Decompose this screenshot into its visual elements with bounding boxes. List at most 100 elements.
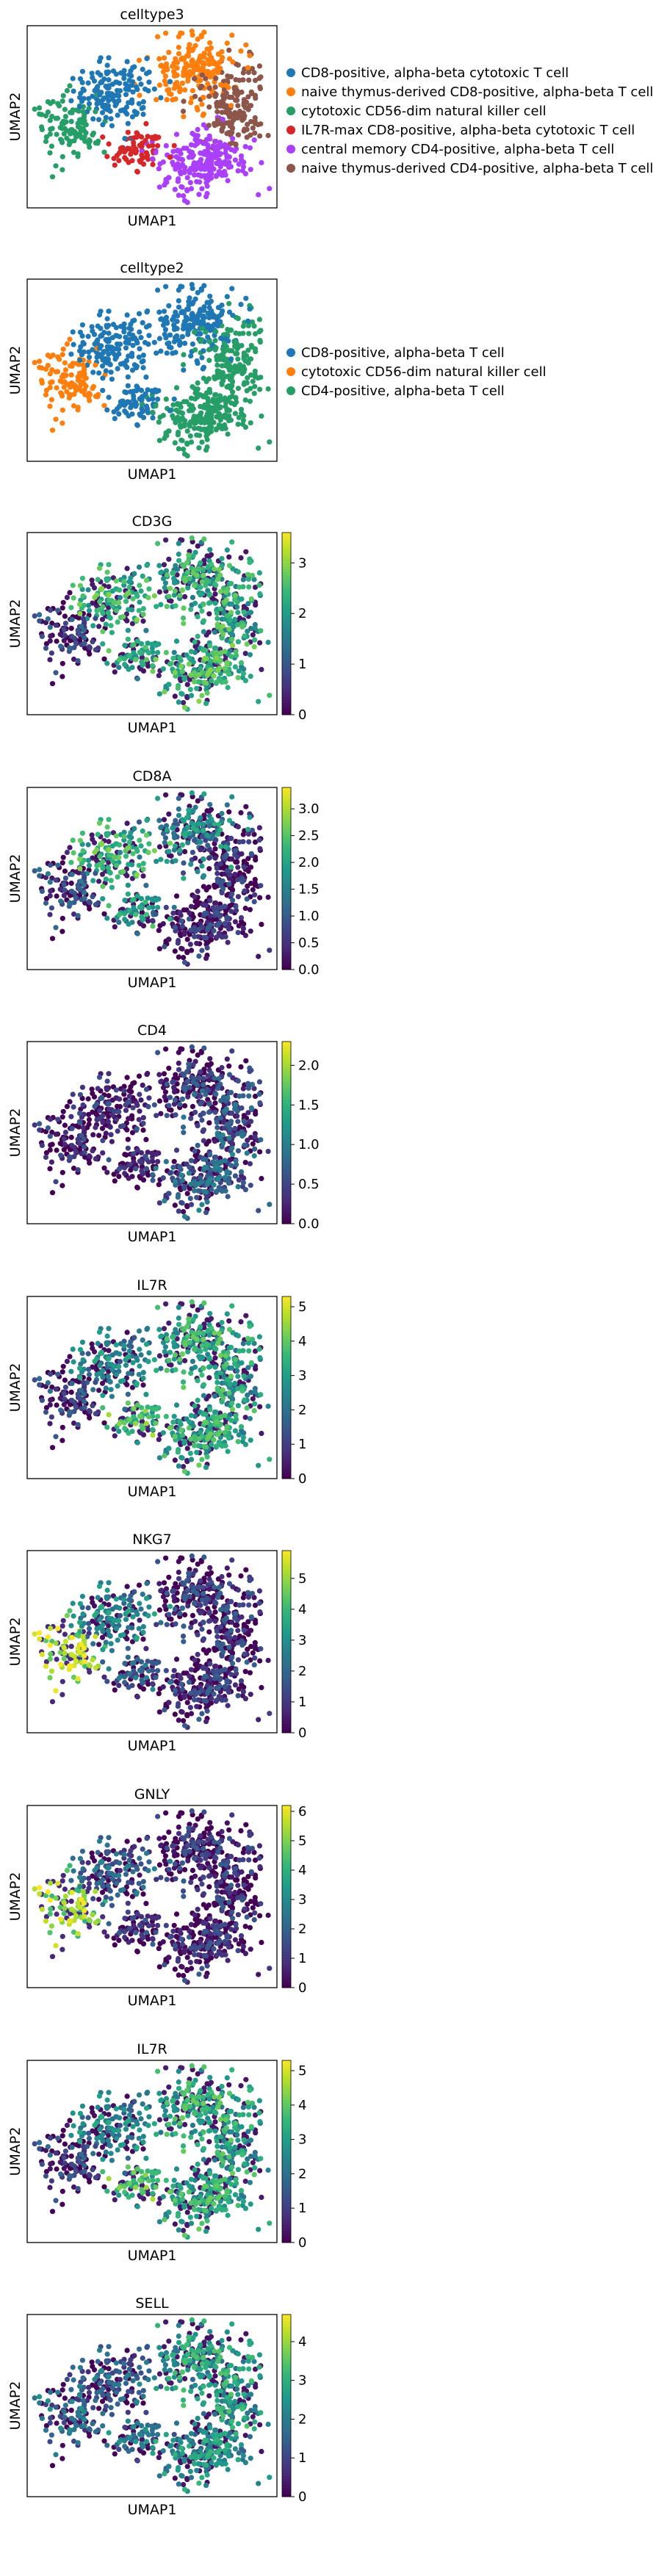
cell-point	[256, 1092, 262, 1097]
cell-point	[150, 917, 156, 923]
cell-point	[179, 410, 184, 416]
colorbar-tick-label: 2.0	[298, 855, 320, 870]
cell-point	[181, 621, 187, 627]
cell-point	[177, 148, 183, 154]
cell-point	[43, 645, 49, 652]
cell-point	[192, 1109, 198, 1115]
cell-point	[215, 161, 221, 167]
cell-point	[187, 831, 192, 837]
cell-point	[53, 925, 59, 931]
cell-point	[226, 165, 232, 170]
y-axis-label: UMAP2	[7, 599, 24, 649]
colorbar-segment	[282, 690, 291, 694]
cell-point	[199, 355, 205, 361]
cell-point	[103, 621, 109, 627]
cell-point	[208, 45, 214, 51]
cell-point	[214, 934, 220, 940]
cell-point	[202, 910, 208, 916]
cell-point	[211, 419, 217, 425]
cell-point	[212, 376, 218, 382]
cell-point	[226, 373, 232, 379]
cell-point	[181, 167, 187, 173]
cell-point	[229, 383, 235, 389]
cell-point	[237, 584, 242, 590]
cell-point	[259, 921, 264, 928]
cell-point	[182, 848, 188, 854]
cell-point	[246, 584, 252, 590]
cell-point	[182, 71, 188, 77]
cell-point	[259, 413, 264, 419]
cell-point	[188, 948, 195, 953]
cell-point	[177, 86, 183, 92]
cell-point	[212, 347, 218, 353]
cell-point	[199, 579, 205, 585]
colorbar-segment	[282, 851, 291, 855]
cell-point	[203, 324, 209, 331]
cell-point	[140, 320, 145, 325]
cell-point	[32, 868, 37, 874]
cell-point	[131, 64, 137, 70]
cell-point	[143, 137, 148, 143]
cell-point	[186, 1061, 192, 1067]
cell-point	[238, 406, 245, 413]
cell-point	[103, 115, 109, 120]
colorbar-segment	[282, 1150, 291, 1155]
cell-point	[145, 905, 152, 911]
cell-point	[218, 606, 224, 612]
cell-point	[86, 644, 92, 650]
cell-point	[143, 832, 150, 838]
cell-point	[104, 407, 110, 413]
cell-point	[218, 99, 224, 105]
cell-point	[257, 1100, 263, 1106]
cell-point	[70, 76, 76, 82]
cell-point	[116, 403, 122, 410]
x-axis-label: UMAP1	[128, 1229, 177, 1245]
colorbar-segment	[282, 1147, 291, 1152]
legend-marker	[286, 164, 295, 173]
cell-point	[207, 801, 213, 807]
cell-point	[98, 332, 105, 338]
cell-point	[121, 1165, 127, 1171]
cell-point	[184, 569, 191, 575]
cell-point	[175, 1194, 181, 1200]
cell-point	[130, 596, 136, 602]
cell-point	[252, 892, 258, 898]
cell-point	[70, 837, 76, 843]
cell-point	[265, 132, 271, 139]
cell-point	[93, 362, 98, 368]
cell-point	[86, 862, 93, 868]
cell-point	[201, 1127, 206, 1133]
cell-point	[181, 1130, 187, 1136]
cell-point	[243, 1313, 249, 1318]
cell-point	[145, 397, 152, 403]
cell-point	[201, 618, 206, 624]
cell-point	[242, 888, 248, 894]
cell-point	[156, 844, 162, 850]
cell-point	[207, 546, 213, 552]
cell-point	[37, 358, 43, 364]
cell-point	[163, 792, 169, 798]
cell-point	[188, 353, 194, 359]
cell-point	[153, 403, 159, 409]
cell-point	[105, 356, 111, 362]
cell-point	[48, 397, 54, 403]
cell-point	[99, 109, 106, 115]
cell-point	[228, 909, 234, 914]
cell-point	[238, 809, 244, 816]
cell-point	[223, 934, 228, 939]
cell-point	[181, 1114, 187, 1120]
cell-point	[194, 940, 200, 946]
cell-point	[58, 898, 64, 904]
legend-label: naive thymus-derived CD4-positive, alpha…	[301, 161, 653, 176]
cell-point	[124, 364, 130, 370]
cell-point	[60, 605, 65, 611]
cell-point	[198, 331, 203, 337]
cell-point	[86, 391, 92, 397]
cell-point	[108, 116, 114, 122]
cell-point	[196, 165, 202, 171]
cell-point	[199, 834, 205, 840]
colorbar-segment	[282, 1078, 291, 1082]
cell-point	[209, 308, 214, 314]
cell-point	[242, 1160, 248, 1166]
cell-point	[207, 293, 213, 299]
